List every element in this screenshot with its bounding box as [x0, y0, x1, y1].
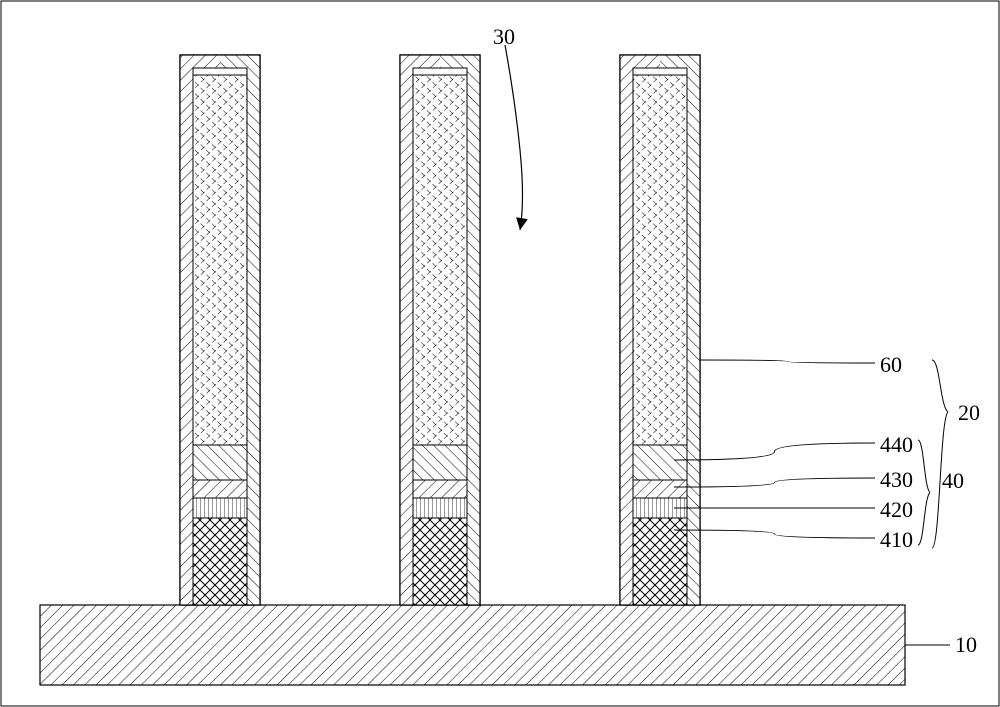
- diagram-stage: 30 60 440 430 420 410 10 20 40: [0, 0, 1000, 707]
- label-420: 420: [880, 497, 913, 523]
- label-410: 410: [880, 527, 913, 553]
- diagram-svg: [0, 0, 1000, 707]
- label-60: 60: [880, 352, 902, 378]
- label-40: 40: [942, 468, 964, 494]
- label-10: 10: [955, 632, 977, 658]
- label-20: 20: [958, 400, 980, 426]
- label-430: 430: [880, 467, 913, 493]
- label-30: 30: [493, 24, 515, 50]
- label-440: 440: [880, 432, 913, 458]
